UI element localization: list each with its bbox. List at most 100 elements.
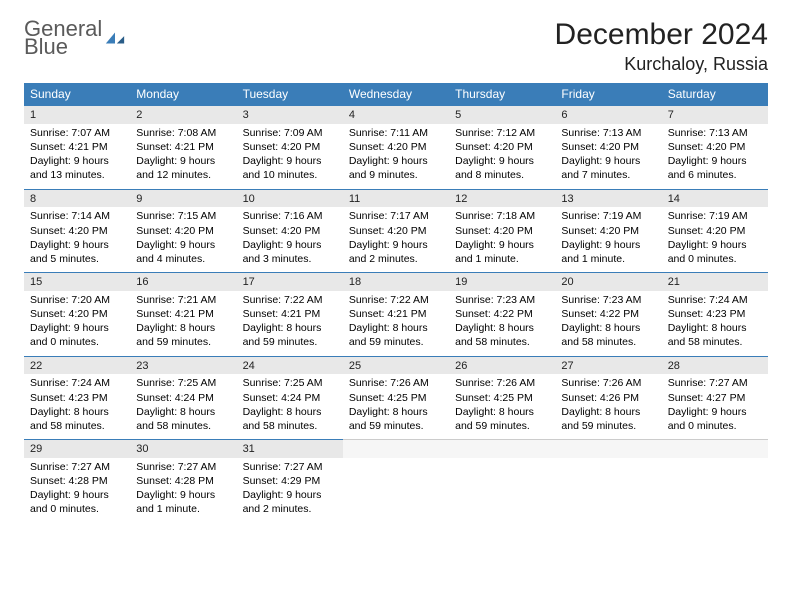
day-data: Sunrise: 7:21 AMSunset: 4:21 PMDaylight:… (130, 291, 236, 356)
day-number: 26 (449, 356, 555, 375)
logo: General Blue (24, 18, 126, 58)
calendar-cell: 14Sunrise: 7:19 AMSunset: 4:20 PMDayligh… (662, 189, 768, 273)
calendar-cell: 4Sunrise: 7:11 AMSunset: 4:20 PMDaylight… (343, 105, 449, 189)
daylight-text: Daylight: 9 hours and 0 minutes. (30, 488, 124, 516)
sunset-text: Sunset: 4:20 PM (668, 140, 762, 154)
week-row: 15Sunrise: 7:20 AMSunset: 4:20 PMDayligh… (24, 272, 768, 356)
day-number: 14 (662, 189, 768, 208)
sunset-text: Sunset: 4:23 PM (30, 391, 124, 405)
sunset-text: Sunset: 4:20 PM (561, 224, 655, 238)
calendar-cell: 18Sunrise: 7:22 AMSunset: 4:21 PMDayligh… (343, 272, 449, 356)
sunrise-text: Sunrise: 7:08 AM (136, 126, 230, 140)
day-data: Sunrise: 7:24 AMSunset: 4:23 PMDaylight:… (24, 374, 130, 439)
daylight-text: Daylight: 8 hours and 59 minutes. (136, 321, 230, 349)
day-number: 8 (24, 189, 130, 208)
day-data: Sunrise: 7:19 AMSunset: 4:20 PMDaylight:… (662, 207, 768, 272)
empty-day (555, 439, 661, 458)
daylight-text: Daylight: 9 hours and 9 minutes. (349, 154, 443, 182)
day-number: 23 (130, 356, 236, 375)
calendar-cell: 2Sunrise: 7:08 AMSunset: 4:21 PMDaylight… (130, 105, 236, 189)
sunrise-text: Sunrise: 7:21 AM (136, 293, 230, 307)
calendar-cell: 20Sunrise: 7:23 AMSunset: 4:22 PMDayligh… (555, 272, 661, 356)
sunrise-text: Sunrise: 7:27 AM (136, 460, 230, 474)
calendar-cell: 16Sunrise: 7:21 AMSunset: 4:21 PMDayligh… (130, 272, 236, 356)
sunrise-text: Sunrise: 7:18 AM (455, 209, 549, 223)
day-data: Sunrise: 7:14 AMSunset: 4:20 PMDaylight:… (24, 207, 130, 272)
day-data: Sunrise: 7:26 AMSunset: 4:26 PMDaylight:… (555, 374, 661, 439)
sunset-text: Sunset: 4:20 PM (455, 140, 549, 154)
daylight-text: Daylight: 8 hours and 58 minutes. (136, 405, 230, 433)
calendar-cell (555, 439, 661, 523)
calendar-cell: 22Sunrise: 7:24 AMSunset: 4:23 PMDayligh… (24, 356, 130, 440)
sunrise-text: Sunrise: 7:19 AM (561, 209, 655, 223)
sunrise-text: Sunrise: 7:27 AM (243, 460, 337, 474)
sunset-text: Sunset: 4:20 PM (30, 224, 124, 238)
week-row: 1Sunrise: 7:07 AMSunset: 4:21 PMDaylight… (24, 105, 768, 189)
day-header: Saturday (662, 83, 768, 105)
day-number: 7 (662, 105, 768, 124)
day-number: 27 (555, 356, 661, 375)
day-number: 25 (343, 356, 449, 375)
sunset-text: Sunset: 4:20 PM (349, 224, 443, 238)
calendar-cell: 26Sunrise: 7:26 AMSunset: 4:25 PMDayligh… (449, 356, 555, 440)
daylight-text: Daylight: 9 hours and 5 minutes. (30, 238, 124, 266)
day-data: Sunrise: 7:22 AMSunset: 4:21 PMDaylight:… (343, 291, 449, 356)
sunset-text: Sunset: 4:21 PM (136, 140, 230, 154)
sunrise-text: Sunrise: 7:23 AM (561, 293, 655, 307)
day-number: 4 (343, 105, 449, 124)
sunset-text: Sunset: 4:20 PM (349, 140, 443, 154)
day-number: 2 (130, 105, 236, 124)
day-number: 30 (130, 439, 236, 458)
calendar-cell (662, 439, 768, 523)
calendar-cell: 19Sunrise: 7:23 AMSunset: 4:22 PMDayligh… (449, 272, 555, 356)
sunrise-text: Sunrise: 7:07 AM (30, 126, 124, 140)
day-data: Sunrise: 7:27 AMSunset: 4:28 PMDaylight:… (24, 458, 130, 523)
calendar-cell: 27Sunrise: 7:26 AMSunset: 4:26 PMDayligh… (555, 356, 661, 440)
sunrise-text: Sunrise: 7:26 AM (349, 376, 443, 390)
daylight-text: Daylight: 8 hours and 59 minutes. (349, 405, 443, 433)
sunrise-text: Sunrise: 7:22 AM (243, 293, 337, 307)
calendar-body: 1Sunrise: 7:07 AMSunset: 4:21 PMDaylight… (24, 105, 768, 523)
daylight-text: Daylight: 9 hours and 1 minute. (455, 238, 549, 266)
day-header: Tuesday (237, 83, 343, 105)
sunrise-text: Sunrise: 7:27 AM (30, 460, 124, 474)
calendar-cell: 1Sunrise: 7:07 AMSunset: 4:21 PMDaylight… (24, 105, 130, 189)
location-label: Kurchaloy, Russia (555, 54, 768, 75)
sunrise-text: Sunrise: 7:14 AM (30, 209, 124, 223)
calendar-cell: 3Sunrise: 7:09 AMSunset: 4:20 PMDaylight… (237, 105, 343, 189)
sail-icon (104, 30, 126, 46)
sunset-text: Sunset: 4:22 PM (561, 307, 655, 321)
page-header: General Blue December 2024 Kurchaloy, Ru… (24, 18, 768, 75)
day-data: Sunrise: 7:16 AMSunset: 4:20 PMDaylight:… (237, 207, 343, 272)
day-data: Sunrise: 7:09 AMSunset: 4:20 PMDaylight:… (237, 124, 343, 189)
day-data: Sunrise: 7:22 AMSunset: 4:21 PMDaylight:… (237, 291, 343, 356)
calendar-cell: 15Sunrise: 7:20 AMSunset: 4:20 PMDayligh… (24, 272, 130, 356)
day-number: 16 (130, 272, 236, 291)
sunrise-text: Sunrise: 7:17 AM (349, 209, 443, 223)
day-number: 9 (130, 189, 236, 208)
day-data: Sunrise: 7:12 AMSunset: 4:20 PMDaylight:… (449, 124, 555, 189)
day-number: 13 (555, 189, 661, 208)
day-number: 3 (237, 105, 343, 124)
sunrise-text: Sunrise: 7:13 AM (668, 126, 762, 140)
calendar-cell: 31Sunrise: 7:27 AMSunset: 4:29 PMDayligh… (237, 439, 343, 523)
daylight-text: Daylight: 9 hours and 10 minutes. (243, 154, 337, 182)
day-data: Sunrise: 7:26 AMSunset: 4:25 PMDaylight:… (343, 374, 449, 439)
day-header-row: SundayMondayTuesdayWednesdayThursdayFrid… (24, 83, 768, 105)
daylight-text: Daylight: 9 hours and 6 minutes. (668, 154, 762, 182)
day-number: 19 (449, 272, 555, 291)
sunrise-text: Sunrise: 7:26 AM (455, 376, 549, 390)
calendar-cell: 9Sunrise: 7:15 AMSunset: 4:20 PMDaylight… (130, 189, 236, 273)
sunrise-text: Sunrise: 7:20 AM (30, 293, 124, 307)
daylight-text: Daylight: 8 hours and 58 minutes. (30, 405, 124, 433)
sunrise-text: Sunrise: 7:26 AM (561, 376, 655, 390)
sunset-text: Sunset: 4:23 PM (668, 307, 762, 321)
daylight-text: Daylight: 8 hours and 59 minutes. (455, 405, 549, 433)
sunset-text: Sunset: 4:21 PM (136, 307, 230, 321)
daylight-text: Daylight: 8 hours and 59 minutes. (349, 321, 443, 349)
daylight-text: Daylight: 8 hours and 59 minutes. (243, 321, 337, 349)
sunset-text: Sunset: 4:21 PM (349, 307, 443, 321)
sunset-text: Sunset: 4:28 PM (30, 474, 124, 488)
calendar-cell: 29Sunrise: 7:27 AMSunset: 4:28 PMDayligh… (24, 439, 130, 523)
sunset-text: Sunset: 4:21 PM (243, 307, 337, 321)
